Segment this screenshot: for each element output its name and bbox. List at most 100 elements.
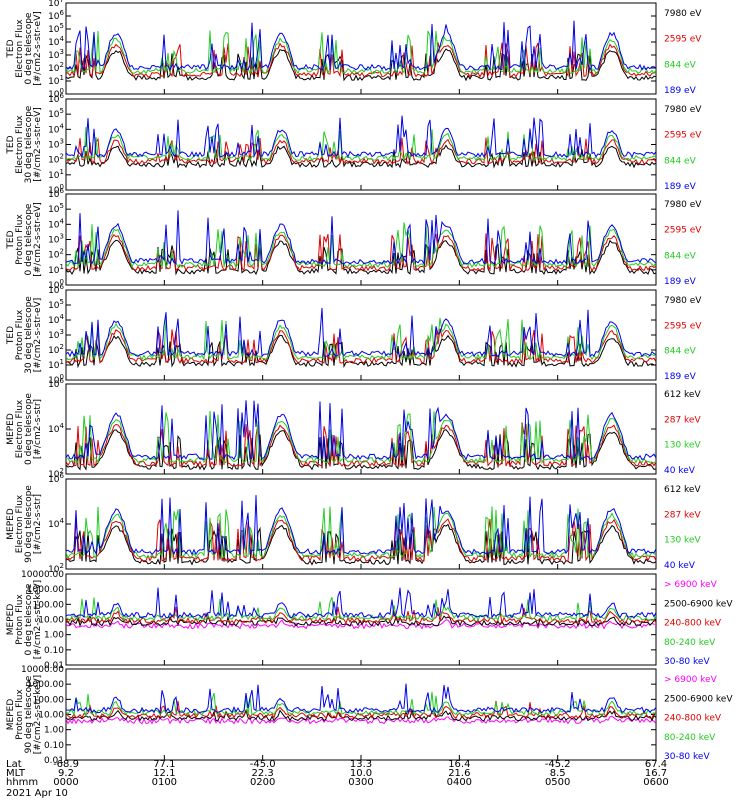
legend-entry: 40 keV bbox=[664, 466, 696, 476]
y-tick-label: 100.00 bbox=[33, 600, 65, 610]
y-tick-label: 1.00 bbox=[44, 631, 64, 641]
series-line bbox=[66, 700, 656, 720]
series-line bbox=[66, 42, 656, 79]
y-tick-label: 1.00 bbox=[44, 726, 64, 736]
legend-entry: 40 keV bbox=[664, 561, 696, 571]
y-tick-label: 0.10 bbox=[44, 646, 64, 656]
y-tick-label: 0.01 bbox=[44, 756, 64, 766]
y-tick-label: 101 bbox=[48, 74, 64, 87]
y-axis-label-line: TED bbox=[6, 230, 16, 249]
x-tick-label-lat: 77.1 bbox=[153, 759, 175, 770]
traces bbox=[66, 683, 656, 725]
y-tick-label: 107 bbox=[48, 0, 64, 9]
y-tick-label: 106 bbox=[48, 9, 64, 22]
series-line bbox=[66, 317, 656, 362]
series-line bbox=[66, 518, 656, 563]
y-axis-label-line: Electron Flux bbox=[15, 115, 25, 174]
y-axis-label-line: Electron Flux bbox=[15, 494, 25, 553]
y-axis-label-line: 0 deg telescope bbox=[24, 12, 34, 84]
y-tick-label: 102 bbox=[48, 153, 64, 166]
y-tick-label: 101 bbox=[48, 168, 64, 181]
y-axis-label-line: MEPED bbox=[6, 699, 16, 731]
y-tick-label: 0.10 bbox=[44, 741, 64, 751]
legend-entry: 189 eV bbox=[664, 182, 697, 192]
traces bbox=[66, 210, 656, 276]
x-tick-label-mlt: 22.3 bbox=[252, 768, 274, 779]
y-axis-label-line: Proton Flux bbox=[15, 309, 25, 360]
y-tick-label: 104 bbox=[48, 217, 64, 230]
x-row-label-lat: Lat bbox=[6, 759, 22, 770]
traces bbox=[66, 20, 656, 82]
x-tick-label-lat: -68.9 bbox=[53, 759, 79, 770]
y-tick-label: 102 bbox=[48, 248, 64, 261]
legend-entry: 7980 eV bbox=[664, 9, 702, 19]
legend-entry: 189 eV bbox=[664, 277, 697, 287]
legend-entry: 130 keV bbox=[664, 536, 701, 546]
y-tick-label: 10000.00 bbox=[21, 570, 64, 580]
legend-entry: 80-240 keV bbox=[664, 733, 716, 743]
traces bbox=[66, 587, 656, 630]
series-line bbox=[66, 597, 656, 622]
y-axis-label-line: TED bbox=[6, 39, 16, 58]
x-tick-label-lat: 16.4 bbox=[448, 759, 470, 770]
legend-entry: 30-80 keV bbox=[664, 657, 710, 667]
y-tick-label: 104 bbox=[48, 517, 64, 530]
legend-entry: 80-240 keV bbox=[664, 638, 716, 648]
y-axis-label-line: 0 deg telescope bbox=[24, 583, 34, 655]
chart-panel-7: 0.01 0.10 1.00 10.00 100.00 1000.00 10000.00 ME… bbox=[6, 570, 733, 671]
legend-entry: 7980 eV bbox=[664, 296, 702, 306]
x-tick-label-lat: 13.3 bbox=[350, 759, 372, 770]
y-axis-label-line: [#/cm2-s-str] bbox=[33, 494, 43, 554]
legend-entry: 189 eV bbox=[664, 86, 697, 96]
series-line bbox=[66, 126, 656, 162]
x-tick-label-mlt: 9.2 bbox=[58, 768, 74, 779]
legend-entry: > 6900 keV bbox=[664, 580, 718, 590]
series-line bbox=[66, 115, 656, 159]
x-tick-label-mlt: 8.5 bbox=[550, 768, 566, 779]
y-axis-label-line: 0 deg telescope bbox=[24, 203, 34, 275]
series-line bbox=[66, 410, 656, 465]
legend-entry: 240-800 keV bbox=[664, 619, 722, 629]
y-tick-label: 102 bbox=[48, 343, 64, 356]
y-axis-label-line: Proton Flux bbox=[15, 594, 25, 645]
y-tick-label: 1000.00 bbox=[27, 585, 64, 595]
legend-entry: 2595 eV bbox=[664, 35, 702, 45]
panel-frame bbox=[65, 98, 657, 191]
panel-frame bbox=[65, 2, 657, 95]
y-axis-label-line: TED bbox=[6, 326, 16, 345]
y-tick-label: 105 bbox=[48, 202, 64, 215]
x-tick-label-mlt: 10.0 bbox=[350, 768, 372, 779]
legend-entry: > 6900 keV bbox=[664, 675, 718, 685]
x-tick-label-mlt: 21.6 bbox=[448, 768, 470, 779]
y-axis-label-line: [#/cm2-s-str-keV] bbox=[33, 580, 43, 659]
y-axis-label-line: MEPED bbox=[6, 413, 16, 445]
legend-entry: 2595 eV bbox=[664, 321, 702, 331]
y-axis-label-line: MEPED bbox=[6, 508, 16, 540]
series-line bbox=[66, 683, 656, 715]
y-axis-label-line: Proton Flux bbox=[15, 214, 25, 265]
x-tick-label-hhmm: 0600 bbox=[643, 777, 668, 788]
y-tick-label: 1000.00 bbox=[27, 680, 64, 690]
legend-entry: 287 keV bbox=[664, 415, 701, 425]
x-tick-label-hhmm: 0200 bbox=[250, 777, 275, 788]
y-tick-label: 103 bbox=[48, 138, 64, 151]
x-tick-label-hhmm: 0500 bbox=[545, 777, 570, 788]
series-line bbox=[66, 422, 656, 468]
y-tick-label: 101 bbox=[48, 358, 64, 371]
traces bbox=[66, 115, 656, 169]
y-tick-label: 104 bbox=[48, 422, 64, 435]
y-axis-label-line: [#/cm2-s-str-eV] bbox=[33, 107, 43, 182]
panel-frame bbox=[65, 289, 657, 381]
legend-entry: 2500-6900 keV bbox=[664, 694, 733, 704]
y-axis-label-line: Proton Flux bbox=[15, 689, 25, 740]
series-line bbox=[66, 20, 656, 72]
series-line bbox=[66, 400, 656, 461]
y-axis-label-line: 90 deg telescope bbox=[24, 485, 34, 563]
legend-entry: 7980 eV bbox=[664, 200, 702, 210]
legend-entry: 2500-6900 keV bbox=[664, 599, 733, 609]
